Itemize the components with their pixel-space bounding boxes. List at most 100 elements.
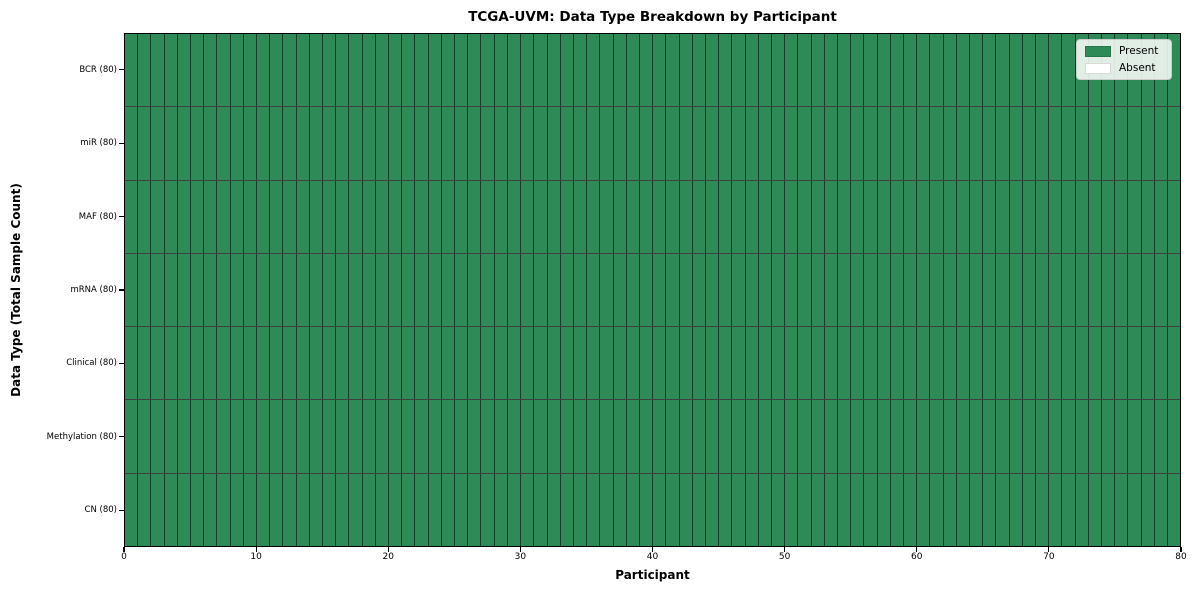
heatmap-cell — [705, 180, 720, 253]
heatmap-cell — [138, 327, 152, 400]
heatmap-cell — [903, 34, 918, 107]
heatmap-cell — [666, 253, 680, 327]
heatmap-cell — [468, 400, 482, 473]
heatmap-cell — [824, 473, 838, 546]
heatmap-cell — [560, 253, 574, 327]
heatmap-cell — [191, 107, 205, 180]
heatmap-cell — [903, 400, 918, 473]
heatmap-cell — [1128, 400, 1142, 473]
heatmap-cell — [230, 400, 244, 473]
heatmap-cell — [521, 473, 535, 546]
heatmap-cell — [415, 400, 429, 473]
heatmap-cell — [837, 327, 852, 400]
heatmap-cell — [719, 400, 733, 473]
heatmap-cell — [917, 180, 931, 253]
heatmap-cell — [481, 180, 495, 253]
x-tick-mark — [1180, 547, 1182, 552]
heatmap-cell — [653, 253, 667, 327]
heatmap-cell — [1009, 473, 1023, 546]
heatmap-cell — [837, 253, 852, 327]
heatmap-cell — [666, 327, 680, 400]
heatmap-cell — [877, 107, 891, 180]
heatmap-cell — [296, 180, 310, 253]
heatmap-cell — [1009, 253, 1023, 327]
heatmap-cell — [494, 34, 508, 107]
x-tick-mark — [916, 547, 918, 552]
heatmap-cell — [811, 253, 825, 327]
x-tick-label: 30 — [514, 552, 527, 562]
heatmap-cell — [679, 180, 693, 253]
heatmap-plot — [124, 33, 1181, 547]
heatmap-cell — [1075, 107, 1089, 180]
y-tick-mark — [119, 362, 124, 365]
heatmap-cell — [494, 327, 508, 400]
heatmap-cell — [798, 327, 812, 400]
heatmap-cell — [1062, 400, 1076, 473]
heatmap-cell — [811, 107, 825, 180]
heatmap-cell — [758, 473, 772, 546]
heatmap-cell — [626, 400, 640, 473]
heatmap-cell — [507, 180, 522, 253]
heatmap-cell — [349, 180, 363, 253]
heatmap-cell — [349, 107, 363, 180]
heatmap-cell — [336, 107, 350, 180]
heatmap-cell — [890, 180, 904, 253]
heatmap-cell — [917, 107, 931, 180]
heatmap-cell — [1141, 400, 1155, 473]
heatmap-cell — [309, 473, 324, 546]
heatmap-cell — [375, 180, 390, 253]
heatmap-cell — [732, 253, 746, 327]
heatmap-cell — [191, 180, 205, 253]
y-tick-mark — [119, 509, 124, 511]
heatmap-cell — [230, 253, 244, 327]
heatmap-cell — [1049, 400, 1063, 473]
legend-label: Present — [1119, 45, 1159, 57]
heatmap-cell — [230, 473, 244, 546]
heatmap-cell — [956, 34, 970, 107]
heatmap-cell — [151, 400, 165, 473]
y-tick-mark — [119, 215, 124, 218]
heatmap-cell — [771, 327, 786, 400]
x-tick-label: 80 — [1175, 552, 1187, 562]
heatmap-cell — [943, 180, 957, 253]
heatmap-cell — [138, 253, 152, 327]
heatmap-cell — [151, 327, 165, 400]
legend-swatch-absent-icon — [1085, 62, 1111, 74]
heatmap-cell — [613, 400, 627, 473]
heatmap-cell — [1168, 107, 1181, 180]
heatmap-cell — [877, 253, 891, 327]
heatmap-cell — [389, 327, 403, 400]
heatmap-cell — [534, 180, 548, 253]
heatmap-cell — [1115, 473, 1129, 546]
heatmap-cell — [1102, 473, 1116, 546]
heatmap-cell — [1088, 253, 1103, 327]
heatmap-cell — [521, 107, 535, 180]
heatmap-cell — [1075, 473, 1089, 546]
heatmap-cell — [243, 400, 258, 473]
heatmap-cell — [1062, 327, 1076, 400]
heatmap-cell — [639, 473, 654, 546]
heatmap-cell — [719, 473, 733, 546]
heatmap-cell — [983, 34, 997, 107]
heatmap-cell — [639, 180, 654, 253]
heatmap-cell — [587, 327, 601, 400]
heatmap-cell — [811, 400, 825, 473]
heatmap-cell — [415, 34, 429, 107]
heatmap-cell — [296, 327, 310, 400]
heatmap-cell — [336, 327, 350, 400]
heatmap-cell — [851, 107, 865, 180]
heatmap-cell — [970, 327, 984, 400]
heatmap-cell — [1154, 180, 1169, 253]
heatmap-cell — [323, 473, 337, 546]
heatmap-cell — [890, 400, 904, 473]
heatmap-cell — [613, 327, 627, 400]
heatmap-cell — [177, 400, 192, 473]
heatmap-cell — [402, 327, 416, 400]
x-tick-label: 60 — [911, 552, 923, 562]
heatmap-cell — [1128, 107, 1142, 180]
heatmap-cell — [547, 180, 561, 253]
heatmap-cell — [177, 107, 192, 180]
heatmap-cell — [732, 400, 746, 473]
heatmap-cell — [679, 107, 693, 180]
heatmap-cell — [1141, 327, 1155, 400]
